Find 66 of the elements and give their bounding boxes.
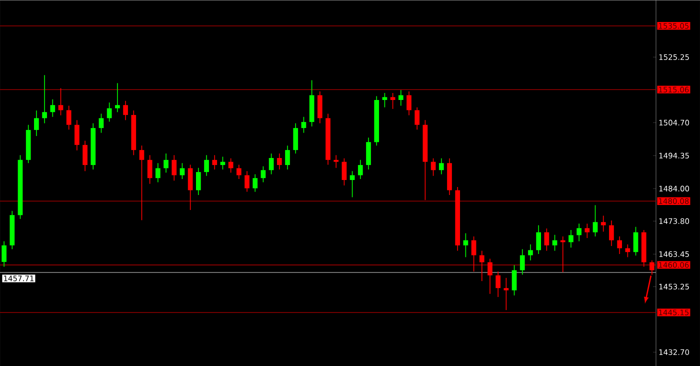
candlestick [625, 244, 630, 258]
candlestick [196, 167, 201, 196]
candlestick [34, 110, 39, 136]
candlestick [471, 236, 476, 272]
candlestick [42, 74, 47, 124]
candlestick [496, 270, 501, 298]
candlestick [390, 92, 396, 110]
candlestick [488, 258, 492, 294]
candlestick [512, 264, 517, 296]
candlestick [301, 116, 306, 134]
candlestick [366, 137, 371, 170]
candlestick [260, 166, 266, 182]
candlestick [58, 88, 64, 116]
candlestick [204, 154, 209, 176]
candlestick [244, 170, 250, 192]
candlestick [479, 250, 484, 282]
candlestick [74, 119, 80, 151]
candlestick [600, 215, 606, 232]
candlestick [2, 240, 6, 267]
candlestick [123, 100, 128, 120]
candlestick [228, 158, 234, 173]
candlestick [592, 204, 598, 237]
candlestick [463, 232, 468, 258]
candlestick [82, 140, 88, 172]
candlestick [98, 113, 104, 134]
candlestick [293, 122, 298, 154]
candlestick [584, 223, 590, 238]
candlestick [139, 144, 144, 220]
candlestick [520, 248, 525, 275]
candlestick [164, 152, 168, 173]
candlestick [66, 105, 72, 130]
candlestick [180, 162, 185, 180]
candlestick [156, 162, 160, 182]
candlestick [236, 164, 242, 180]
candlestick [650, 260, 654, 275]
candlestick [317, 90, 322, 124]
candlestick [406, 90, 412, 116]
candlestick [358, 159, 363, 180]
candlestick [276, 152, 282, 170]
candlestick [414, 106, 420, 130]
candlestick [285, 144, 290, 170]
candlestick [528, 244, 533, 261]
candlestick [147, 154, 152, 184]
candlestick [212, 154, 218, 170]
candlestick [438, 158, 444, 174]
candlestick [536, 224, 542, 254]
candlestick [609, 220, 614, 246]
candlestick [252, 174, 258, 192]
candlestick [334, 154, 339, 168]
candlestick [350, 170, 355, 198]
candlestick [633, 226, 638, 256]
candlestick [342, 158, 347, 186]
candlestick [268, 152, 274, 174]
candlestick [172, 154, 177, 181]
candlestick [617, 236, 622, 254]
candlestick [576, 223, 582, 242]
candlestick [50, 98, 56, 118]
candlestick [398, 90, 404, 106]
candlestick [115, 82, 120, 112]
candlestick [504, 277, 509, 310]
candlestick [106, 102, 112, 122]
candlestick [544, 228, 550, 251]
candlestick [382, 92, 388, 108]
candlestick [568, 229, 574, 248]
candlestick [188, 164, 193, 210]
candlestick [552, 234, 558, 251]
